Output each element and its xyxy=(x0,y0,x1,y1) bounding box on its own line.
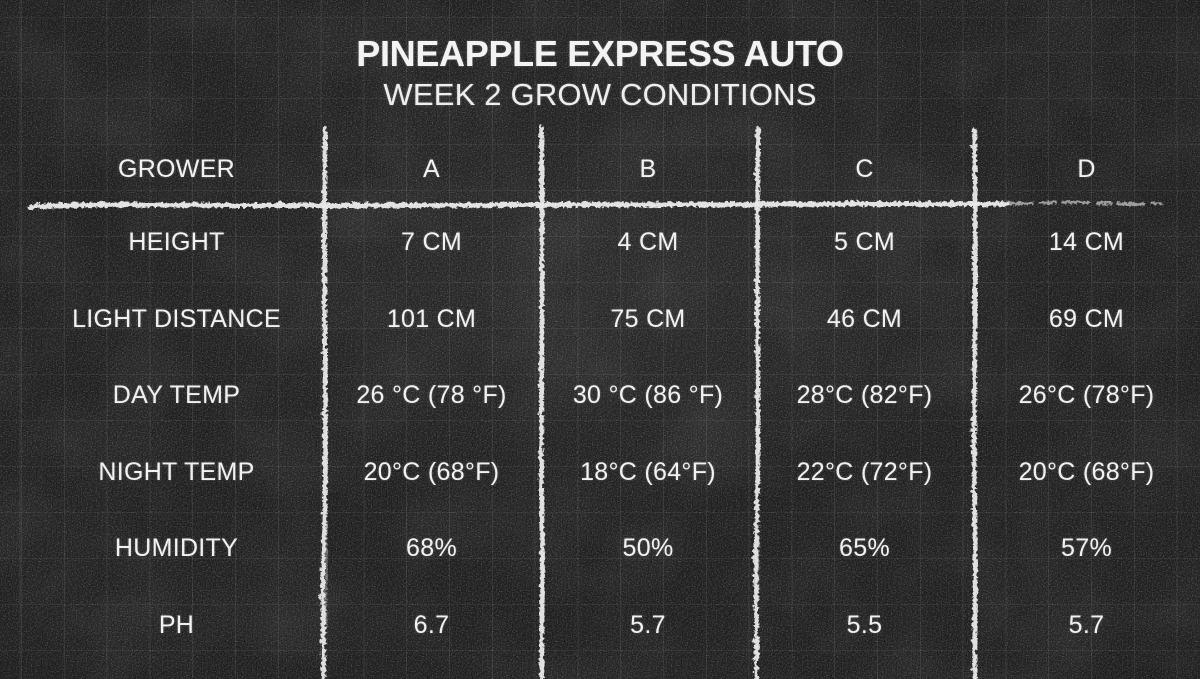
header-cell-grower: GROWER xyxy=(117,154,236,183)
cell-day-temp-c: 28°C (82°F) xyxy=(796,381,933,410)
chalk-divider-3 xyxy=(752,125,760,679)
grow-conditions-table: GROWER A B C D HEIGHT 7 CM 4 CM 5 CM 14 … xyxy=(0,128,1200,661)
cell-humidity-d: 57% xyxy=(1061,534,1112,563)
cell-ph-d: 5.7 xyxy=(1068,610,1105,639)
row-label-day-temp: DAY TEMP xyxy=(112,381,241,410)
cell-day-temp-b: 30 °C (86 °F) xyxy=(572,381,724,410)
cell-humidity-c: 65% xyxy=(839,534,890,563)
cell-day-temp-a: 26 °C (78 °F) xyxy=(356,381,507,410)
row-label-ph: PH xyxy=(158,610,195,639)
cell-day-temp-d: 26°C (78°F) xyxy=(1018,381,1155,410)
cell-height-a: 7 CM xyxy=(401,228,462,257)
chalk-divider-2 xyxy=(537,124,544,679)
column-header-c: C xyxy=(855,154,874,183)
cell-night-temp-d: 20°C (68°F) xyxy=(1018,457,1155,486)
cell-ph-a: 6.7 xyxy=(413,610,450,639)
cell-light-distance-a: 101 CM xyxy=(386,304,477,333)
chalk-divider-4 xyxy=(970,125,977,679)
row-label-night-temp: NIGHT TEMP xyxy=(98,457,255,486)
row-label-height: HEIGHT xyxy=(128,228,225,257)
header-block: PINEAPPLE EXPRESS AUTO WEEK 2 GROW CONDI… xyxy=(0,34,1200,116)
chalk-horizontal-rule-tail xyxy=(1003,199,1162,205)
chalk-divider-1 xyxy=(319,125,327,679)
cell-night-temp-a: 20°C (68°F) xyxy=(363,457,500,486)
page-title: PINEAPPLE EXPRESS AUTO xyxy=(356,33,844,74)
cell-humidity-a: 68% xyxy=(406,534,457,563)
cell-height-b: 4 CM xyxy=(617,228,679,257)
cell-night-temp-c: 22°C (72°F) xyxy=(796,457,933,486)
cell-light-distance-b: 75 CM xyxy=(610,304,686,333)
cell-height-c: 5 CM xyxy=(834,228,895,257)
cell-ph-b: 5.7 xyxy=(630,610,666,639)
column-header-b: B xyxy=(639,154,657,183)
cell-night-temp-b: 18°C (64°F) xyxy=(580,457,716,486)
cell-height-d: 14 CM xyxy=(1048,228,1125,257)
row-label-humidity: HUMIDITY xyxy=(114,534,239,563)
page-subtitle: WEEK 2 GROW CONDITIONS xyxy=(383,77,817,112)
cell-humidity-b: 50% xyxy=(622,534,674,563)
cell-ph-c: 5.5 xyxy=(846,610,883,639)
row-label-light-distance: LIGHT DISTANCE xyxy=(72,304,281,333)
column-header-a: A xyxy=(423,154,440,183)
cell-light-distance-d: 69 CM xyxy=(1048,304,1125,333)
cell-light-distance-c: 46 CM xyxy=(826,304,903,333)
column-header-d: D xyxy=(1077,154,1096,183)
